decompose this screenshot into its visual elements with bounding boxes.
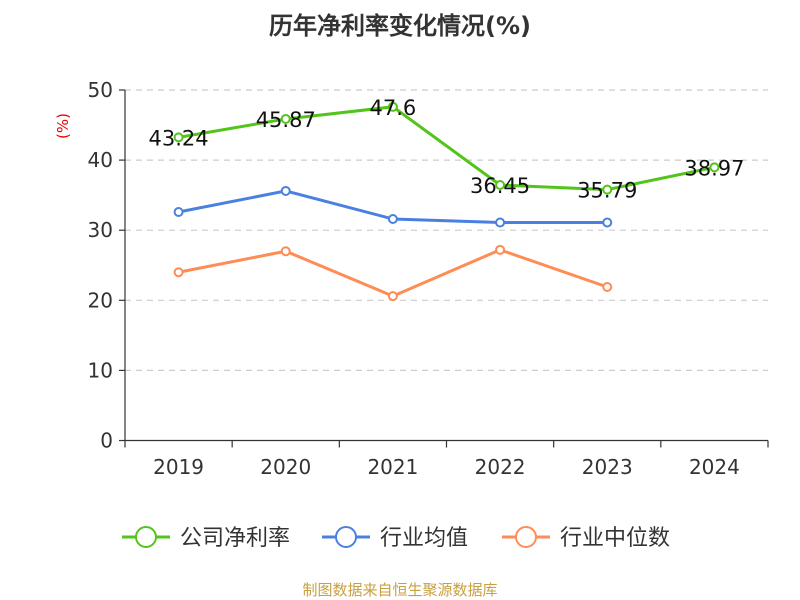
x-tick-label: 2021 <box>367 455 418 479</box>
series-line-2 <box>178 248 608 298</box>
y-tick-label: 0 <box>100 429 113 453</box>
x-tick-label: 2019 <box>153 455 204 479</box>
data-point <box>495 244 506 255</box>
y-tick-label: 20 <box>88 288 113 312</box>
x-tick-label: 2020 <box>260 455 311 479</box>
data-label: 38.97 <box>684 156 744 180</box>
data-point <box>173 267 184 278</box>
y-tick-label: 50 <box>88 78 113 102</box>
data-label: 43.24 <box>149 126 209 150</box>
data-point <box>280 185 291 196</box>
data-point <box>280 113 291 124</box>
y-tick-label: 10 <box>88 358 113 382</box>
data-point <box>602 184 613 195</box>
legend-marker <box>335 526 357 548</box>
legend-marker <box>135 526 157 548</box>
data-label: 47.6 <box>370 96 417 120</box>
data-point <box>173 132 184 143</box>
data-point <box>387 291 398 302</box>
data-point <box>495 179 506 190</box>
data-point <box>387 213 398 224</box>
legend-label: 公司净利率 <box>180 526 290 551</box>
legend-marker <box>515 526 537 548</box>
source-note: 制图数据来自恒生聚源数据库 <box>302 581 498 599</box>
y-axis-label: (%) <box>54 113 72 139</box>
y-tick-label: 40 <box>88 148 113 172</box>
data-label: 35.79 <box>577 179 637 203</box>
series-line-0 <box>178 105 715 192</box>
data-label: 45.87 <box>256 108 316 132</box>
y-tick-label: 30 <box>88 218 113 242</box>
legend-label: 行业均值 <box>380 526 468 551</box>
data-point <box>495 217 506 228</box>
x-tick-label: 2024 <box>689 455 740 479</box>
data-point <box>387 101 398 112</box>
chart-title: 历年净利率变化情况(%) <box>269 12 531 40</box>
legend-label: 行业中位数 <box>560 526 670 551</box>
x-tick-label: 2023 <box>582 455 633 479</box>
data-point <box>173 206 184 217</box>
x-tick-label: 2022 <box>475 455 526 479</box>
data-point <box>602 281 613 292</box>
data-point <box>709 162 720 173</box>
data-label: 36.45 <box>470 174 530 198</box>
data-point <box>602 217 613 228</box>
data-point <box>280 246 291 257</box>
